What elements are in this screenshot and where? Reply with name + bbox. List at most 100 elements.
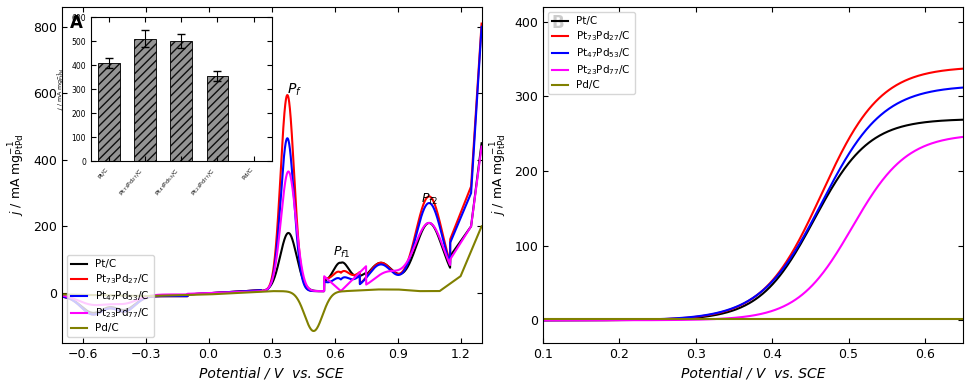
Pd/C — [537, 317, 548, 321]
Pt$_{73}$Pd$_{27}$/C — [422, 194, 433, 199]
Pt$_{47}$Pd$_{53}$/C — [537, 318, 548, 322]
Pt$_{47}$Pd$_{53}$/C — [787, 252, 798, 257]
Pd/C — [946, 317, 957, 321]
Pt$_{23}$Pd$_{77}$/C — [738, 314, 750, 319]
Pt$_{73}$Pd$_{27}$/C — [104, 306, 115, 311]
Line: Pt$_{47}$Pd$_{53}$/C: Pt$_{47}$Pd$_{53}$/C — [62, 27, 481, 315]
Pt$_{23}$Pd$_{77}$/C — [217, 290, 229, 295]
Pt$_{47}$Pd$_{53}$/C — [234, 289, 246, 294]
Pt/C — [764, 284, 775, 289]
Pt$_{23}$Pd$_{77}$/C — [234, 289, 246, 294]
Line: Pt/C: Pt/C — [543, 120, 962, 320]
Pt$_{47}$Pd$_{53}$/C — [475, 24, 486, 29]
Pt/C — [56, 294, 68, 299]
Pd/C — [881, 317, 892, 321]
Pd/C — [475, 224, 486, 229]
Pt$_{73}$Pd$_{27}$/C — [87, 312, 99, 317]
Pd/C — [234, 290, 246, 295]
X-axis label: Potential / V  vs. SCE: Potential / V vs. SCE — [200, 366, 343, 380]
Pt$_{23}$Pd$_{77}$/C — [736, 315, 748, 319]
Pt/C — [104, 305, 115, 310]
Pt$_{23}$Pd$_{77}$/C — [537, 318, 548, 323]
Pt$_{73}$Pd$_{27}$/C — [217, 290, 229, 295]
Pt$_{47}$Pd$_{53}$/C — [422, 201, 433, 205]
Pt$_{47}$Pd$_{53}$/C — [738, 300, 750, 305]
Line: Pt$_{23}$Pd$_{77}$/C: Pt$_{23}$Pd$_{77}$/C — [543, 137, 962, 320]
Pt$_{23}$Pd$_{77}$/C — [90, 303, 102, 307]
Pt$_{47}$Pd$_{53}$/C — [104, 306, 115, 311]
Pt$_{23}$Pd$_{77}$/C — [467, 206, 479, 211]
Text: A: A — [70, 14, 82, 32]
Pt/C — [234, 289, 246, 294]
Pt$_{23}$Pd$_{77}$/C — [881, 172, 892, 176]
Pt$_{73}$Pd$_{27}$/C — [764, 281, 775, 285]
Text: B: B — [551, 14, 564, 32]
Pd/C — [217, 291, 229, 296]
Pd/C — [422, 289, 433, 293]
Line: Pd/C: Pd/C — [62, 226, 481, 331]
Pd/C — [307, 329, 319, 333]
Pt/C — [422, 221, 433, 226]
Pd/C — [129, 294, 141, 298]
Pt$_{23}$Pd$_{77}$/C — [475, 144, 486, 149]
Line: Pt$_{23}$Pd$_{77}$/C: Pt$_{23}$Pd$_{77}$/C — [62, 147, 481, 305]
Pt$_{23}$Pd$_{77}$/C — [946, 136, 957, 140]
Text: $P_{f2}$: $P_{f2}$ — [421, 192, 437, 207]
Line: Pt$_{73}$Pd$_{27}$/C: Pt$_{73}$Pd$_{27}$/C — [62, 24, 481, 315]
Pt/C — [129, 302, 141, 307]
Pt/C — [956, 117, 968, 122]
Y-axis label: $j$ / mA mg$^{-1}_{\mathrm{PtPd}}$: $j$ / mA mg$^{-1}_{\mathrm{PtPd}}$ — [7, 134, 27, 216]
Pt$_{23}$Pd$_{77}$/C — [956, 135, 968, 139]
Pt$_{23}$Pd$_{77}$/C — [422, 221, 433, 225]
Line: Pt/C: Pt/C — [62, 143, 481, 313]
Pt$_{23}$Pd$_{77}$/C — [129, 299, 141, 303]
Pt$_{73}$Pd$_{27}$/C — [537, 318, 548, 322]
Pt/C — [217, 290, 229, 295]
Legend: Pt/C, Pt$_{73}$Pd$_{27}$/C, Pt$_{47}$Pd$_{53}$/C, Pt$_{23}$Pd$_{77}$/C, Pd/C: Pt/C, Pt$_{73}$Pd$_{27}$/C, Pt$_{47}$Pd$… — [67, 255, 154, 337]
Pt/C — [881, 129, 892, 134]
Legend: Pt/C, Pt$_{73}$Pd$_{27}$/C, Pt$_{47}$Pd$_{53}$/C, Pt$_{23}$Pd$_{77}$/C, Pd/C: Pt/C, Pt$_{73}$Pd$_{27}$/C, Pt$_{47}$Pd$… — [547, 12, 635, 94]
Pt$_{73}$Pd$_{27}$/C — [787, 249, 798, 253]
Pt$_{73}$Pd$_{27}$/C — [234, 289, 246, 294]
Y-axis label: $j$ / mA mg$^{-1}_{\mathrm{PtPd}}$: $j$ / mA mg$^{-1}_{\mathrm{PtPd}}$ — [488, 134, 509, 216]
Pt$_{47}$Pd$_{53}$/C — [736, 301, 748, 306]
Pt$_{73}$Pd$_{27}$/C — [56, 295, 68, 299]
Pt$_{47}$Pd$_{53}$/C — [946, 86, 957, 91]
Pd/C — [736, 317, 748, 321]
Pt/C — [475, 141, 486, 146]
Pt$_{23}$Pd$_{77}$/C — [764, 309, 775, 314]
Text: $P_f$: $P_f$ — [287, 81, 302, 98]
Pt$_{73}$Pd$_{27}$/C — [467, 147, 479, 152]
Pt$_{23}$Pd$_{77}$/C — [104, 302, 115, 307]
Pt$_{23}$Pd$_{77}$/C — [787, 299, 798, 303]
Pt$_{47}$Pd$_{53}$/C — [764, 281, 775, 286]
Pt$_{73}$Pd$_{27}$/C — [736, 302, 748, 307]
Pt$_{47}$Pd$_{53}$/C — [129, 303, 141, 308]
Pt/C — [787, 254, 798, 259]
Pt$_{23}$Pd$_{77}$/C — [56, 293, 68, 298]
Pt$_{47}$Pd$_{53}$/C — [956, 85, 968, 90]
Pt$_{73}$Pd$_{27}$/C — [738, 301, 750, 305]
Pd/C — [104, 293, 115, 298]
Pt$_{47}$Pd$_{53}$/C — [217, 290, 229, 295]
Pt$_{73}$Pd$_{27}$/C — [881, 89, 892, 94]
Pt/C — [467, 205, 479, 210]
Pd/C — [56, 292, 68, 297]
Pt$_{47}$Pd$_{53}$/C — [87, 312, 99, 317]
Pt/C — [537, 318, 548, 323]
Pt$_{47}$Pd$_{53}$/C — [881, 108, 892, 112]
X-axis label: Potential / V  vs. SCE: Potential / V vs. SCE — [680, 366, 825, 380]
Pd/C — [467, 243, 479, 248]
Pt$_{47}$Pd$_{53}$/C — [467, 153, 479, 158]
Pt$_{73}$Pd$_{27}$/C — [956, 66, 968, 71]
Pt$_{73}$Pd$_{27}$/C — [129, 303, 141, 308]
Pt$_{73}$Pd$_{27}$/C — [946, 67, 957, 72]
Pt/C — [87, 310, 99, 315]
Text: $P_{f1}$: $P_{f1}$ — [332, 245, 350, 260]
Pd/C — [764, 317, 775, 321]
Line: Pt$_{47}$Pd$_{53}$/C: Pt$_{47}$Pd$_{53}$/C — [543, 87, 962, 320]
Pd/C — [787, 317, 798, 321]
Line: Pt$_{73}$Pd$_{27}$/C: Pt$_{73}$Pd$_{27}$/C — [543, 68, 962, 320]
Pt/C — [738, 303, 750, 308]
Pt/C — [946, 118, 957, 122]
